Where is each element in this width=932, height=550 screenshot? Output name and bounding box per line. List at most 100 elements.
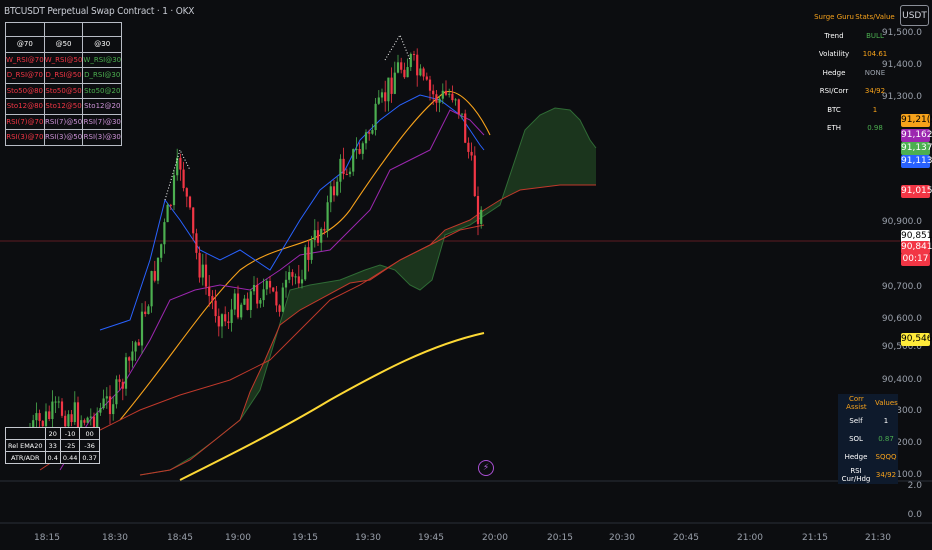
list-item: Hedge SQQQ (838, 448, 898, 466)
time-tick: 20:45 (673, 533, 699, 543)
candle-body (374, 103, 377, 131)
table-header: @50 (43, 36, 84, 53)
candle-body (32, 420, 35, 430)
cloud-lower-line (139, 184, 596, 476)
candle-body (320, 228, 323, 243)
table-row: D_RSI@70 D_RSI@50 D_RSI@30 (5, 67, 123, 84)
list-item: BTC 1 (813, 101, 895, 120)
table-cell: RSI(7)@50 (43, 113, 84, 130)
candle-body (195, 233, 198, 253)
table-cell: Rel EMA20 (5, 439, 46, 452)
stat-label: SOL (849, 435, 863, 443)
candle-body (124, 357, 128, 389)
stat-label: Self (849, 417, 863, 425)
candle-body (86, 417, 89, 423)
candle-body (176, 157, 179, 176)
ema-atr-table: 20 -10 00 Rel EMA20 33 -25 -36 ATR/ADR 0.4 0.44 0.… (5, 427, 100, 464)
candle-body (336, 181, 339, 196)
candle-body (444, 90, 448, 95)
candle-body (464, 113, 467, 143)
candle-body (467, 142, 470, 152)
blue-band-line (99, 94, 485, 331)
candle-body (76, 402, 80, 428)
table-cell: RSI(3)@70 (5, 129, 45, 146)
panel-header: Values (874, 399, 898, 407)
candle-body (67, 414, 70, 427)
candle-body (291, 272, 294, 277)
candle-body (476, 196, 480, 224)
stat-label: RSI Cur/Hdg (841, 467, 871, 483)
candle-body (140, 311, 144, 346)
panel-header: Corr Assist (846, 395, 867, 411)
candle-body (160, 244, 163, 258)
candle-body (204, 264, 208, 287)
lightning-icon[interactable]: ⚡ (478, 460, 494, 476)
table-cell: D_RSI@30 (82, 67, 123, 84)
candle-body (214, 300, 217, 317)
price-label: 91,113.4 (901, 155, 932, 168)
candle-body (422, 68, 425, 77)
candle-body (89, 416, 92, 418)
candle-body (172, 175, 176, 206)
candle-body (435, 94, 438, 103)
stat-value: 1 (883, 417, 889, 425)
time-tick: 18:30 (102, 533, 128, 543)
candle-body (112, 404, 115, 415)
table-cell (43, 22, 84, 37)
candle-body (432, 90, 435, 95)
table-cell: W_RSI@30 (82, 51, 123, 68)
stat-label: Hedge (844, 453, 868, 461)
stat-value: BULL (866, 31, 884, 40)
candle-body (352, 149, 355, 172)
candle-body (425, 76, 428, 80)
candle-body (348, 171, 352, 175)
candle-body (51, 401, 54, 420)
table-row: Rel EMA20 33 -25 -36 (5, 439, 100, 452)
candle-body (409, 53, 412, 68)
panel-header: Surge Guru (814, 13, 854, 22)
time-tick: 21:15 (802, 533, 828, 543)
table-cell: Sto12@80 (5, 98, 45, 115)
table-cell: Sto50@20 (82, 82, 123, 99)
purple-band-line (59, 109, 485, 471)
candle-body (342, 158, 345, 175)
symbol-title[interactable]: BTCUSDT Perpetual Swap Contract · 1 · OK… (4, 6, 195, 17)
price-tick: 90,300.0 (881, 406, 922, 416)
table-cell: W_RSI@50 (43, 51, 84, 68)
chart-header: BTCUSDT Perpetual Swap Contract · 1 · OK… (0, 0, 900, 26)
candle-body (144, 311, 147, 315)
time-tick: 18:15 (34, 533, 60, 543)
candle-body (406, 67, 409, 78)
table-cell: -36 (79, 439, 100, 452)
list-item: RSI Cur/Hdg 34/92 (838, 466, 898, 484)
candle-body (256, 284, 259, 304)
candle-body (473, 155, 476, 197)
time-tick: 18:45 (167, 533, 193, 543)
currency-button[interactable]: USDT (900, 5, 929, 26)
price-tick: 90,900.0 (881, 217, 922, 227)
candle-body (339, 158, 342, 182)
candle-body (329, 186, 332, 203)
candle-body (313, 230, 316, 241)
candle-body (73, 402, 76, 423)
candle-body (179, 157, 182, 170)
table-cell: RSI(7)@30 (82, 113, 123, 130)
table-row: RSI(7)@70 RSI(7)@50 RSI(7)@30 (5, 113, 123, 130)
table-header: 20 (44, 427, 61, 440)
candle-body (355, 149, 358, 151)
price-tick: 90,200.0 (881, 438, 922, 448)
time-tick: 19:15 (292, 533, 318, 543)
time-tick: 19:00 (225, 533, 251, 543)
candle-body (182, 169, 185, 189)
candle-body (268, 280, 272, 288)
table-row: RSI(3)@70 RSI(3)@50 RSI(3)@30 (5, 129, 123, 146)
candle-body (438, 98, 441, 103)
corr-assist-panel: Corr Assist Values Self 1 SOL 0.87 Hedge SQQQ RS… (838, 394, 898, 484)
stat-label: Hedge (822, 68, 846, 77)
candle-body (44, 411, 48, 427)
candle-body (83, 420, 86, 423)
candle-body (102, 398, 105, 409)
candle-body (480, 209, 483, 224)
candle-body (233, 293, 236, 310)
